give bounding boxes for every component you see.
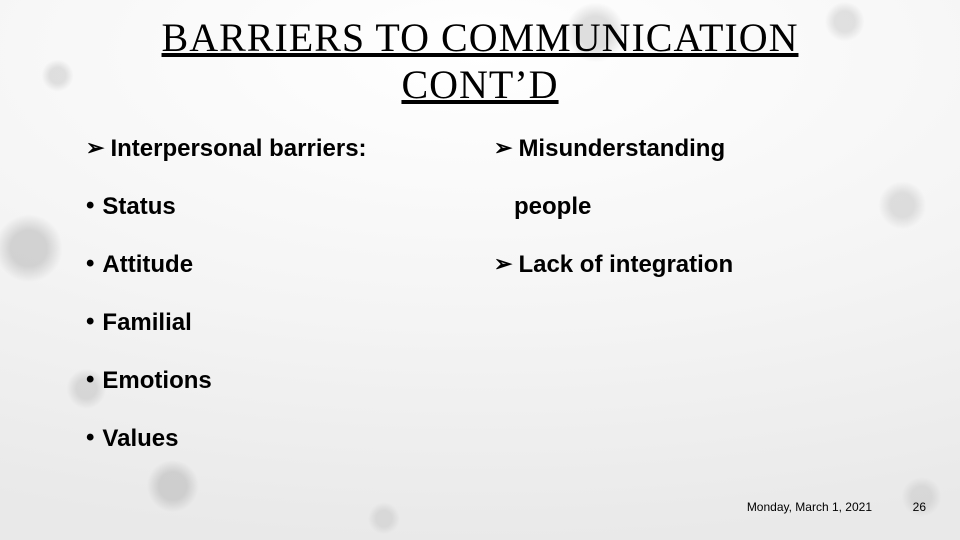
list-item: • Familial	[86, 308, 486, 338]
slide-title: BARRIERS TO COMMUNICATION CONT’D	[0, 14, 960, 108]
arrow-bullet-icon: ➢	[86, 134, 104, 163]
list-item-text: Attitude	[102, 250, 193, 280]
title-line-2: CONT’D	[0, 61, 960, 108]
slide: BARRIERS TO COMMUNICATION CONT’D ➢ Inter…	[0, 0, 960, 540]
list-item-text: Values	[102, 424, 178, 454]
list-item: ➢ Lack of integration	[494, 250, 900, 280]
footer-page-number: 26	[913, 500, 926, 514]
list-item-text: Status	[102, 192, 175, 222]
dot-bullet-icon: •	[86, 424, 94, 453]
arrow-bullet-icon: ➢	[494, 134, 512, 163]
arrow-bullet-icon: ➢	[494, 250, 512, 279]
content-columns: ➢ Interpersonal barriers: • Status • Att…	[86, 134, 900, 480]
footer-date: Monday, March 1, 2021	[747, 500, 872, 514]
list-item: • Values	[86, 424, 486, 454]
dot-bullet-icon: •	[86, 308, 94, 337]
list-item-text: Emotions	[102, 366, 211, 396]
left-column: ➢ Interpersonal barriers: • Status • Att…	[86, 134, 486, 480]
title-line-1: BARRIERS TO COMMUNICATION	[0, 14, 960, 61]
dot-bullet-icon: •	[86, 366, 94, 395]
list-item-text: Interpersonal barriers:	[110, 134, 366, 164]
list-item-text: Misunderstanding	[518, 134, 725, 164]
dot-bullet-icon: •	[86, 192, 94, 221]
right-column: ➢ Misunderstanding people ➢ Lack of inte…	[494, 134, 900, 480]
list-item-text: Lack of integration	[518, 250, 733, 280]
list-item: ➢ Interpersonal barriers:	[86, 134, 486, 164]
list-item: • Attitude	[86, 250, 486, 280]
list-item: • Emotions	[86, 366, 486, 396]
list-item: ➢ Misunderstanding	[494, 134, 900, 164]
list-item-text: Familial	[102, 308, 191, 338]
dot-bullet-icon: •	[86, 250, 94, 279]
list-item: people	[494, 192, 900, 222]
list-item: • Status	[86, 192, 486, 222]
list-item-text: people	[514, 192, 591, 222]
